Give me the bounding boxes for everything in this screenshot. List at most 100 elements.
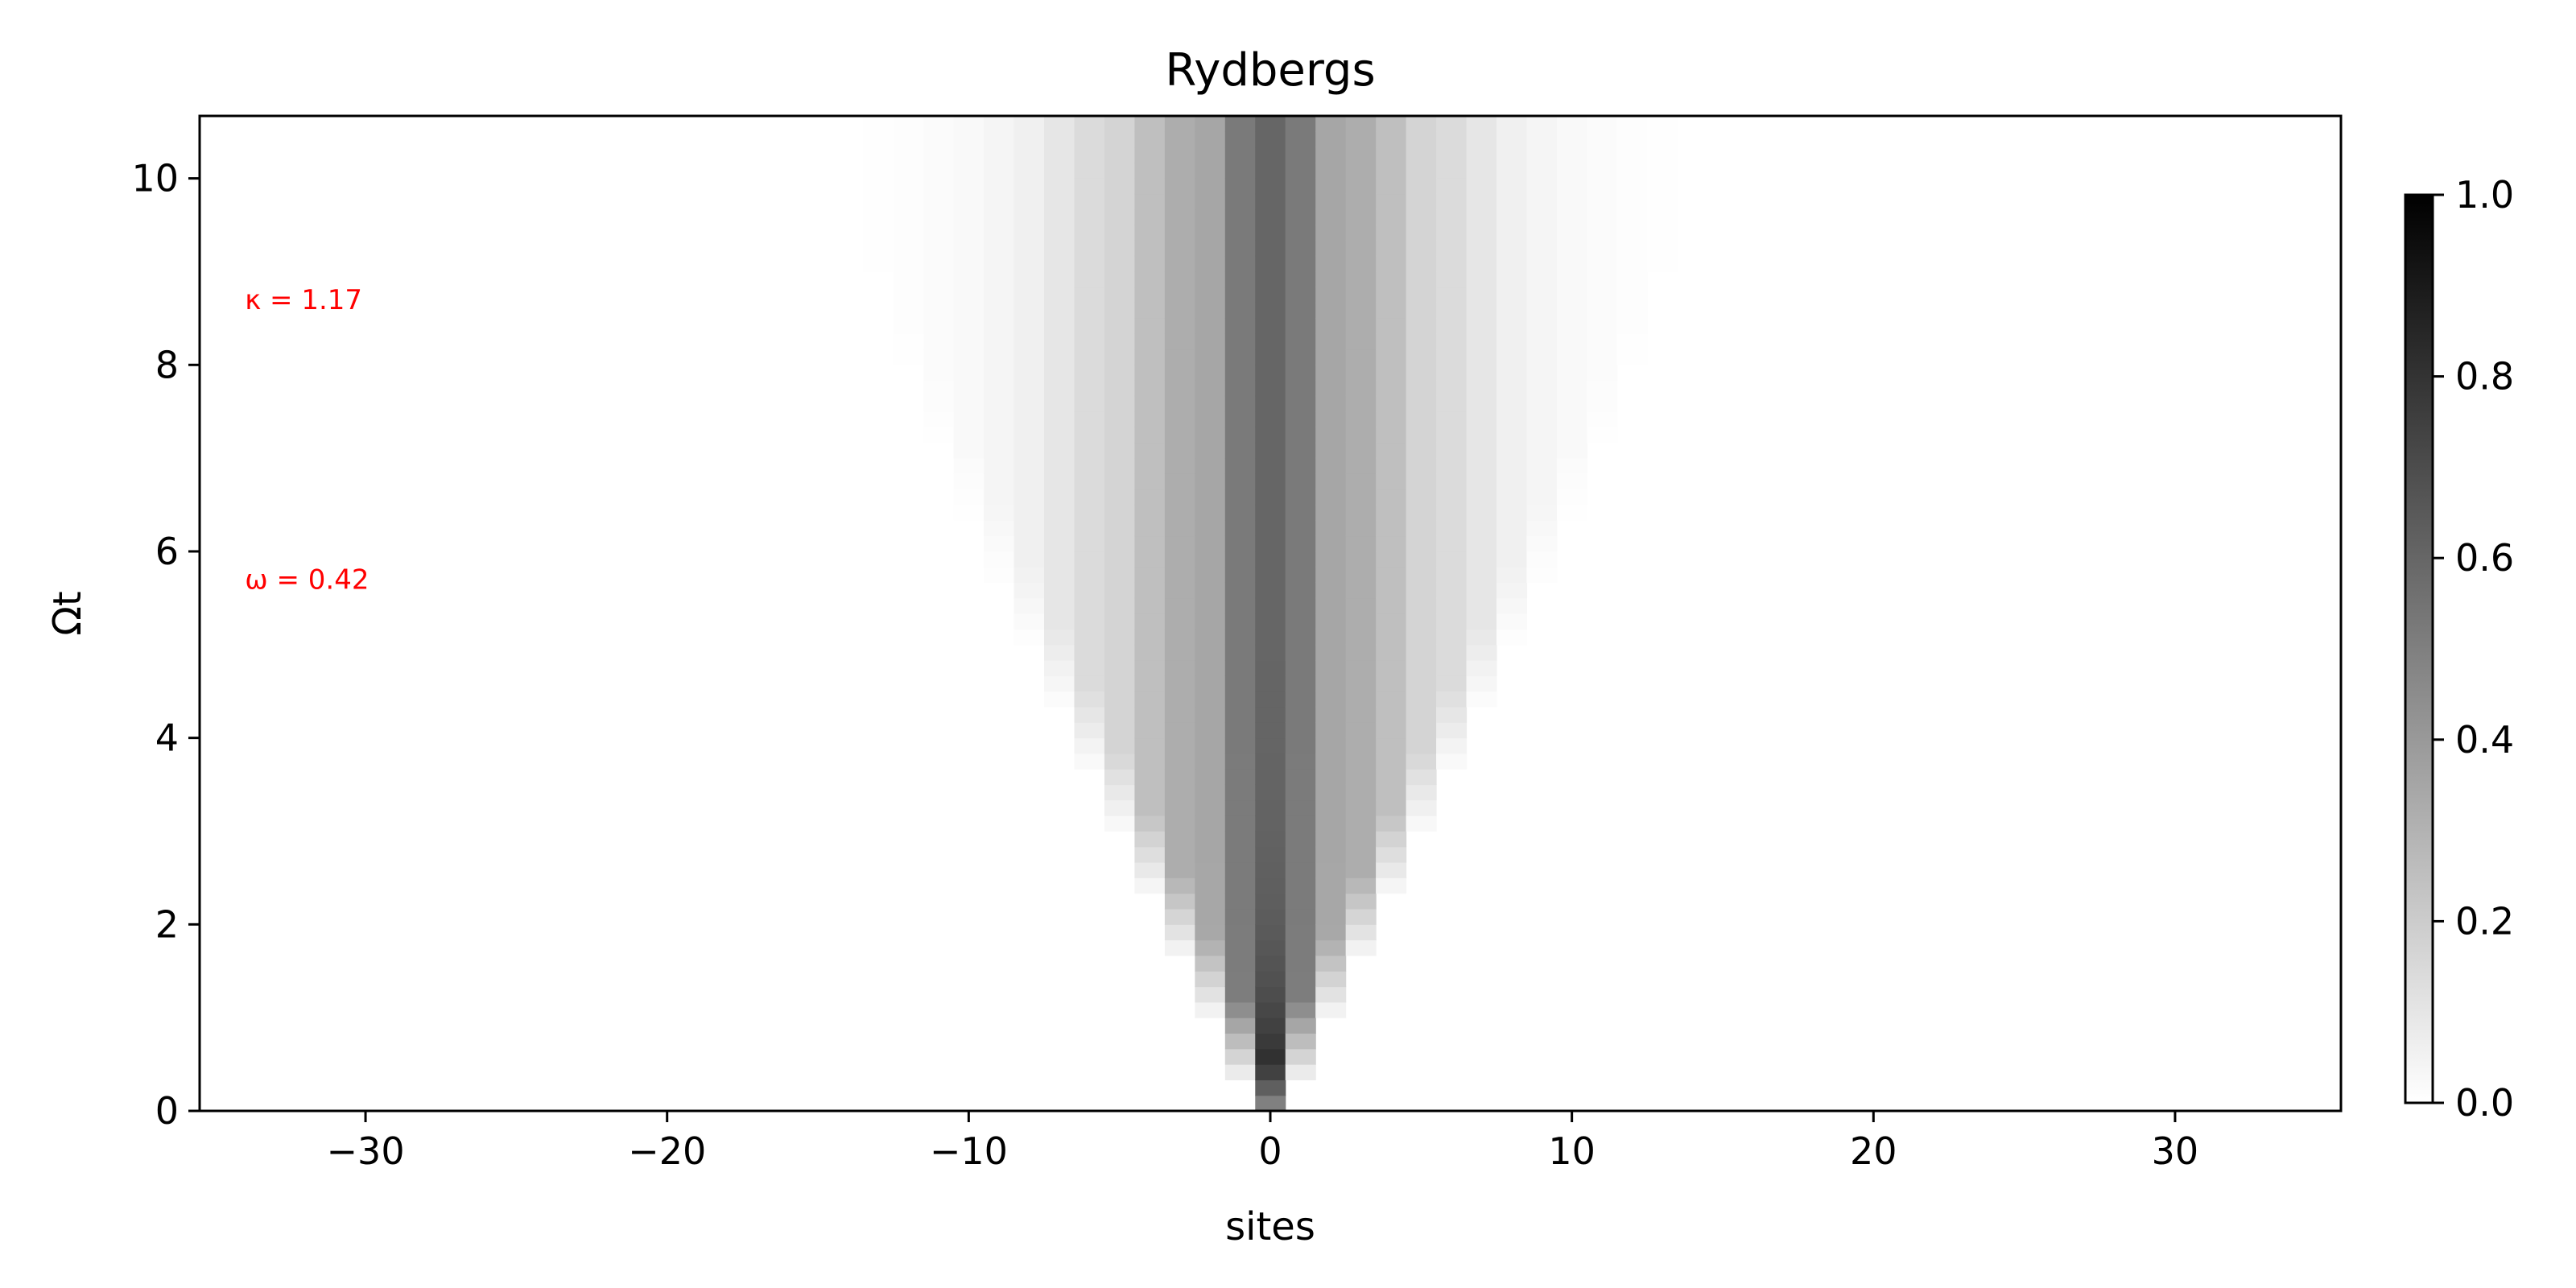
heatmap-cell [1315,255,1347,272]
heatmap-cell [1406,597,1437,614]
heatmap-cell [1104,411,1135,427]
heatmap-cell [1255,644,1286,661]
heatmap-cell [1436,567,1468,583]
heatmap-cell [1224,846,1256,863]
heatmap-cell [953,208,985,225]
heatmap-cell [1315,691,1347,708]
heatmap-cell [1436,395,1468,412]
heatmap-cell [1436,597,1468,614]
heatmap-cell [893,131,924,148]
heatmap-cell [953,162,985,179]
heatmap-cell [1224,629,1256,646]
heatmap-cell [1255,784,1286,801]
heatmap-cell [1104,473,1135,490]
heatmap-cell [1134,582,1166,599]
heatmap-cell [1376,333,1407,350]
heatmap-cell [1285,769,1316,786]
heatmap-cell [1104,395,1135,412]
heatmap-cell [1496,380,1528,397]
heatmap-cell [1255,924,1286,941]
heatmap-cell [1195,116,1226,132]
heatmap-cell [1285,535,1316,552]
heatmap-cell [1376,597,1407,614]
heatmap-cell [1556,365,1587,381]
heatmap-cell [1526,225,1558,242]
heatmap-cell [1134,737,1166,754]
heatmap-cell [1195,208,1226,225]
heatmap-cell [1044,225,1075,242]
heatmap-cell [1134,691,1166,708]
heatmap-cell [1104,722,1135,739]
heatmap-cell [1224,722,1256,739]
heatmap-cell [1526,395,1558,412]
heatmap-cell [1436,147,1468,163]
heatmap-cell [1466,442,1497,459]
heatmap-cell [1376,799,1407,816]
heatmap-cell [923,240,955,257]
heatmap-cell [1044,520,1075,537]
heatmap-cell [1496,349,1528,365]
heatmap-cell [1104,706,1135,723]
heatmap-cell [1556,208,1587,225]
heatmap-cell [1104,225,1135,242]
heatmap-cell [1195,147,1226,163]
heatmap-cell [1376,427,1407,444]
heatmap-cell [1315,582,1347,599]
heatmap-cell [1104,613,1135,630]
heatmap-cell [1255,1033,1286,1050]
heatmap-cell [1285,147,1316,163]
heatmap-cell [1164,551,1195,568]
heatmap-cell [893,225,924,242]
heatmap-cell [1496,520,1528,537]
heatmap-cell [1285,1033,1316,1050]
heatmap-cell [1466,659,1497,676]
heatmap-cell [1195,551,1226,568]
heatmap-cell [1164,629,1195,646]
heatmap-cell [1224,986,1256,1003]
heatmap-cell [1496,193,1528,210]
heatmap-cell [1436,287,1468,303]
heatmap-cell [1587,162,1618,179]
y-tick-label: 4 [155,716,179,760]
heatmap-cell [1195,675,1226,692]
heatmap-cell [1616,162,1648,179]
heatmap-cell [1044,302,1075,319]
heatmap-cell [1436,208,1468,225]
y-tick-label: 0 [155,1089,179,1133]
heatmap-cell [1195,784,1226,801]
heatmap-cell [1134,162,1166,179]
heatmap-cell [1074,473,1105,490]
heatmap-cell [1376,162,1407,179]
heatmap-cell [1255,1095,1286,1112]
heatmap-cell [1376,551,1407,568]
heatmap-cell [1466,302,1497,319]
heatmap-cell [1587,147,1618,163]
heatmap-cell [1436,489,1468,506]
heatmap-cell [1255,395,1286,412]
heatmap-cell [1013,567,1045,583]
heatmap-cell [1195,613,1226,630]
heatmap-cell [1647,147,1678,163]
heatmap-cell [1134,629,1166,646]
heatmap-cell [1134,225,1166,242]
heatmap-cell [1436,193,1468,210]
heatmap-cell [1134,520,1166,537]
heatmap-cell [1224,799,1256,816]
heatmap-cell [1496,287,1528,303]
heatmap-cell [923,349,955,365]
heatmap-cell [1224,815,1256,832]
heatmap-cell [1164,411,1195,427]
heatmap-cell [1376,862,1407,878]
heatmap-cell [1376,629,1407,646]
heatmap-cell [1195,349,1226,365]
heatmap-cell [1285,691,1316,708]
heatmap-cell [1315,893,1347,910]
heatmap-cell [1255,504,1286,521]
heatmap-cell [1436,644,1468,661]
heatmap-cell [1224,582,1256,599]
heatmap-cell [1285,955,1316,972]
heatmap-cell [1224,240,1256,257]
heatmap-cell [984,287,1015,303]
heatmap-cell [1406,193,1437,210]
